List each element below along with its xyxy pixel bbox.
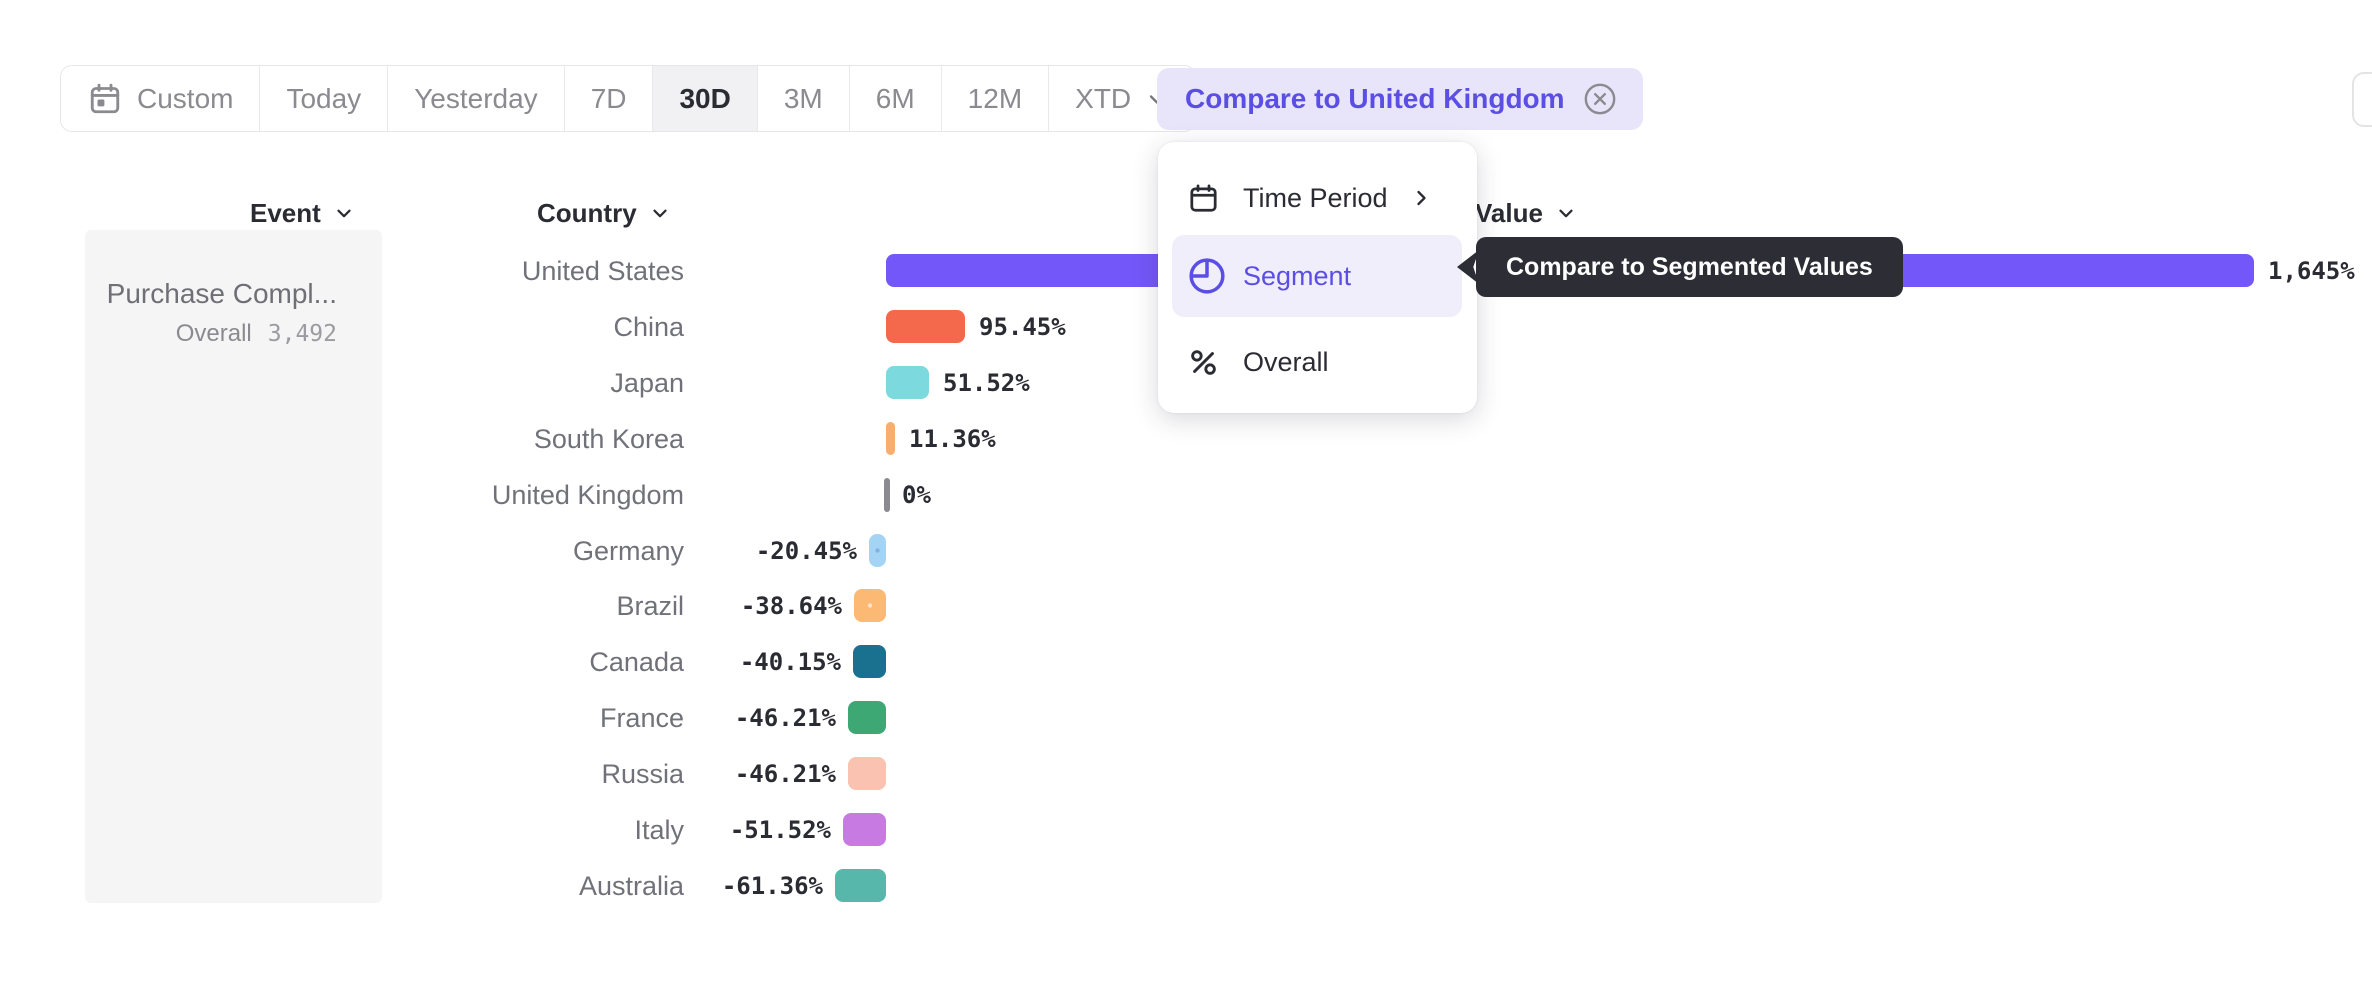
value-label: -40.15% <box>739 648 841 676</box>
date-range-toolbar: Custom Today Yesterday 7D 30D 3M 6M 12M XTD <box>60 65 1197 132</box>
country-label: Germany <box>572 536 684 566</box>
chart-row-japan: Japan 51.52% <box>0 355 2372 411</box>
menu-item-segment[interactable]: Segment <box>1172 235 1462 317</box>
value-label: -46.21% <box>734 760 836 788</box>
range-button-7d[interactable]: 7D <box>563 66 653 131</box>
value-header-label: Value <box>1475 197 1543 228</box>
menu-item-label: Time Period <box>1243 182 1388 213</box>
value-label: -46.21% <box>734 704 836 732</box>
event-overall-label: Overall <box>175 320 252 347</box>
chart-row-canada: Canada -40.15% <box>0 634 2372 690</box>
country-label: France <box>599 703 684 733</box>
country-label: United Kingdom <box>491 480 684 510</box>
event-column-header[interactable]: Event <box>250 194 355 232</box>
value-label: 95.45% <box>979 313 1066 341</box>
menu-item-time-period[interactable]: Time Period <box>1158 170 1477 226</box>
chart-row-south-korea: South Korea 11.36% <box>0 411 2372 467</box>
tooltip-text: Compare to Segmented Values <box>1476 237 1903 297</box>
event-header-label: Event <box>250 197 321 228</box>
calendar-icon <box>87 81 123 117</box>
zero-axis-tick <box>884 478 890 512</box>
range-button-label: 12M <box>967 82 1023 114</box>
range-button-custom[interactable]: Custom <box>61 66 260 131</box>
country-label: Italy <box>634 815 684 845</box>
bar-south-korea[interactable] <box>886 422 895 455</box>
country-label: Japan <box>610 368 684 398</box>
range-button-label: 6M <box>875 82 915 114</box>
compare-dropdown-menu: Time Period Segment Overall <box>1158 142 1477 413</box>
range-button-12m[interactable]: 12M <box>940 66 1049 131</box>
event-name: Purchase Compl... <box>106 278 337 309</box>
bar-france[interactable] <box>848 701 886 734</box>
chart-row-russia: Russia -46.21% <box>0 746 2372 802</box>
chevron-down-icon <box>1555 202 1577 224</box>
bar-russia[interactable] <box>848 757 886 790</box>
value-column-header[interactable]: Value <box>1475 194 1577 232</box>
country-header-label: Country <box>537 197 637 228</box>
range-button-label: Today <box>286 82 362 114</box>
country-label: South Korea <box>533 424 684 454</box>
country-column-header[interactable]: Country <box>537 194 671 232</box>
percent-icon <box>1187 346 1220 379</box>
country-label: Australia <box>578 871 684 901</box>
event-panel: Purchase Compl... Overall 3,492 <box>85 230 382 903</box>
value-label: -20.45% <box>755 537 857 565</box>
chevron-down-icon <box>649 202 671 224</box>
event-list-item[interactable]: Purchase Compl... Overall 3,492 <box>107 278 337 348</box>
bar-brazil[interactable] <box>854 589 886 622</box>
chart-row-australia: Australia -61.36% <box>0 858 2372 914</box>
bar-italy[interactable] <box>843 813 886 846</box>
chart-row-brazil: Brazil -38.64% <box>0 578 2372 634</box>
value-label: 51.52% <box>943 369 1030 397</box>
value-label: 0% <box>902 481 931 509</box>
value-label: 11.36% <box>909 425 996 453</box>
chevron-right-icon <box>1409 186 1433 210</box>
value-label: -61.36% <box>721 872 823 900</box>
segment-icon <box>1187 256 1227 296</box>
range-button-today[interactable]: Today <box>259 66 388 131</box>
range-button-label: 30D <box>679 82 731 114</box>
country-label: China <box>613 312 684 342</box>
range-button-6m[interactable]: 6M <box>848 66 941 131</box>
menu-item-label: Overall <box>1243 346 1329 377</box>
range-button-30d[interactable]: 30D <box>652 66 757 131</box>
calendar-plain-icon <box>1187 182 1220 215</box>
country-label: Russia <box>601 759 684 789</box>
chart-row-china: China 95.45% <box>0 299 2372 355</box>
x-circle-icon[interactable] <box>1583 82 1617 116</box>
range-button-label: 7D <box>590 82 627 114</box>
menu-item-label: Segment <box>1243 260 1352 291</box>
range-button-yesterday[interactable]: Yesterday <box>387 66 564 131</box>
bar-china[interactable] <box>886 310 965 343</box>
bar-japan[interactable] <box>886 366 929 399</box>
value-label: 1,645% <box>2268 257 2355 285</box>
bar-canada[interactable] <box>853 645 886 678</box>
chart-row-united-kingdom: United Kingdom 0% <box>0 467 2372 523</box>
value-label: -51.52% <box>729 816 831 844</box>
clipped-edge-button[interactable] <box>2352 72 2372 127</box>
chart-row-germany: Germany -20.45% <box>0 523 2372 579</box>
bar-germany[interactable] <box>869 534 886 567</box>
range-button-label: Yesterday <box>414 82 538 114</box>
compare-chip-label: Compare to United Kingdom <box>1185 83 1565 114</box>
event-overall-value: 3,492 <box>267 321 337 347</box>
value-label: -38.64% <box>740 592 842 620</box>
range-button-3m[interactable]: 3M <box>756 66 849 131</box>
chart-row-italy: Italy -51.52% <box>0 802 2372 858</box>
chart-row-france: France -46.21% <box>0 690 2372 746</box>
range-button-label: XTD <box>1075 82 1132 114</box>
range-button-label: Custom <box>137 82 234 114</box>
country-label: Brazil <box>616 591 684 621</box>
chevron-down-icon <box>333 202 355 224</box>
country-label: Canada <box>589 647 684 677</box>
menu-item-overall[interactable]: Overall <box>1158 334 1477 390</box>
bar-australia[interactable] <box>835 869 886 902</box>
range-button-label: 3M <box>783 82 823 114</box>
compare-chip[interactable]: Compare to United Kingdom <box>1157 68 1643 130</box>
country-label: United States <box>521 256 684 286</box>
tooltip: Compare to Segmented Values <box>1457 237 1903 297</box>
